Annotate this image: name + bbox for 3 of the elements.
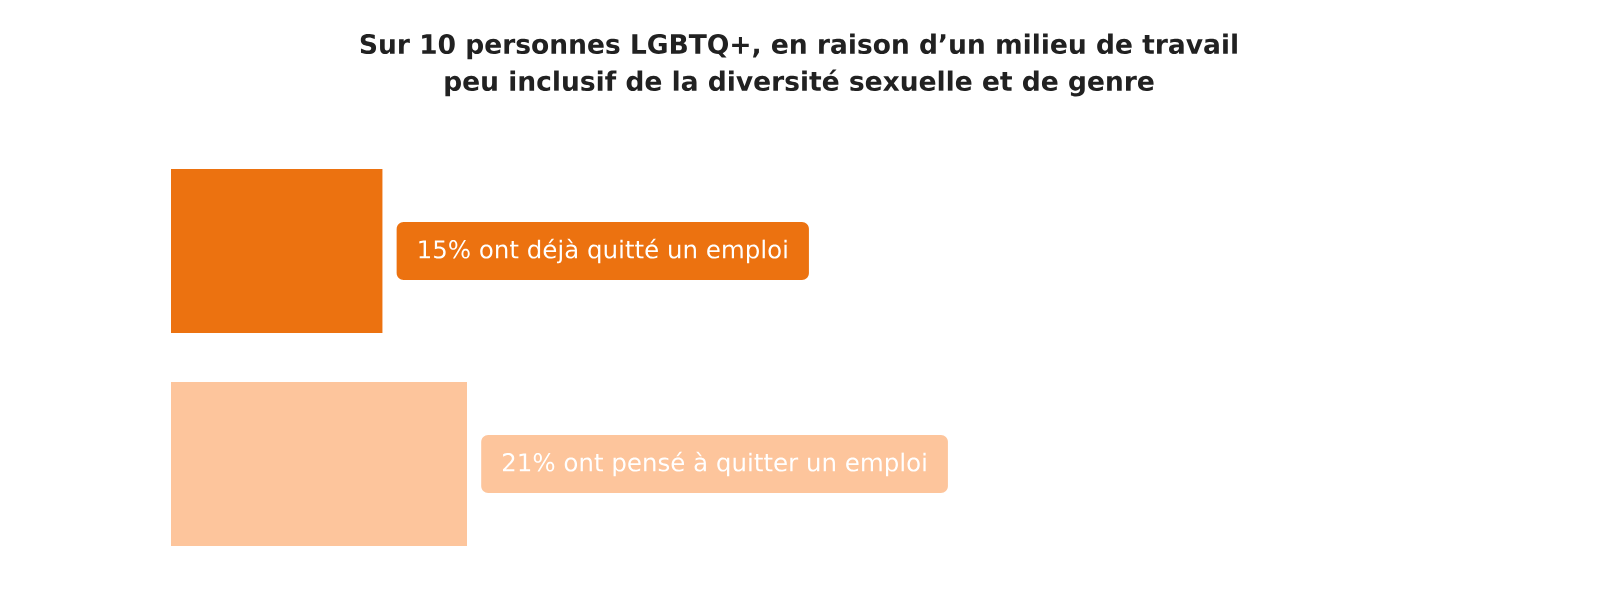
data-label: 21% ont pensé à quitter un emploi bbox=[502, 451, 926, 477]
text: Sur 10 personnes LGBTQ+, en raison d’un milieu de travail peu inclusif de la diversité sexuelle et de genre bbox=[360, 33, 1237, 97]
data-label: 15% ont déjà quitté un emploi bbox=[419, 238, 787, 264]
